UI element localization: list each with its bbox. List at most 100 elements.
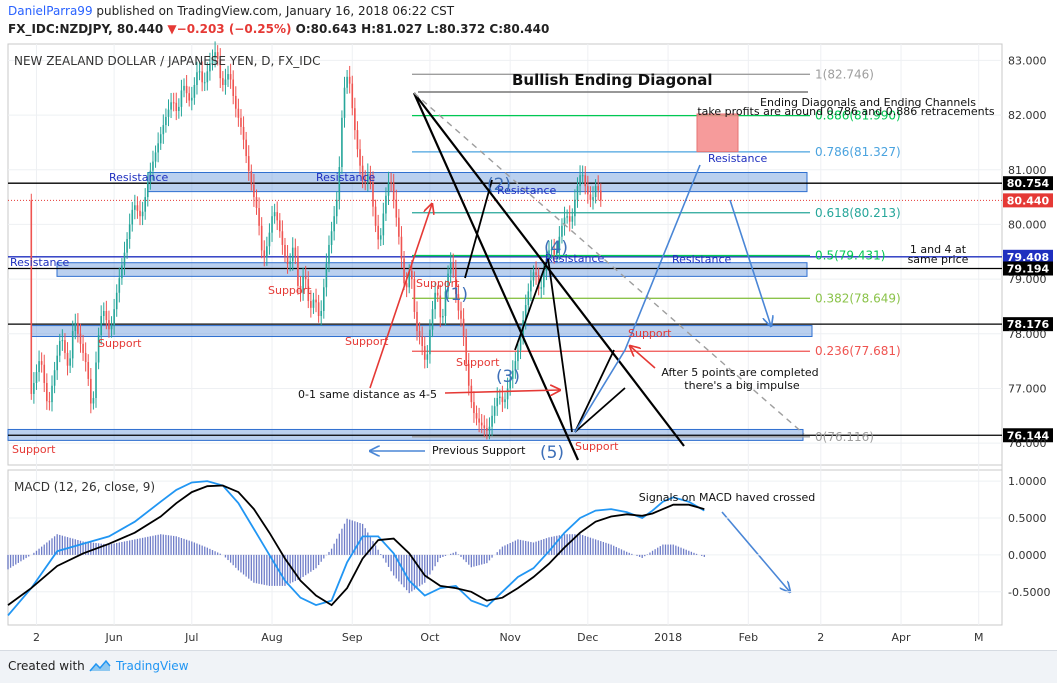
candle: [214, 41, 216, 68]
trend-line: [464, 179, 493, 279]
support-label: Support: [416, 277, 460, 290]
candle: [359, 139, 361, 175]
candle: [64, 333, 66, 360]
resistance-label: Resistance: [10, 256, 70, 269]
candle: [100, 305, 102, 345]
candle: [278, 213, 281, 238]
candle: [196, 61, 198, 95]
candle: [297, 246, 299, 295]
candle: [444, 280, 447, 326]
candle: [222, 71, 224, 92]
candle: [364, 170, 367, 191]
resistance-label: Resistance: [497, 184, 557, 197]
same-price-note-1: 1 and 4 at: [910, 243, 967, 256]
projection-path: [574, 164, 701, 433]
candle: [121, 258, 123, 285]
author-link[interactable]: DanielParra99: [8, 4, 93, 18]
candle: [328, 235, 330, 273]
candle: [33, 372, 35, 404]
candle: [442, 308, 444, 324]
fibonacci-retracement: 1(82.746) 0.886(81.990) 0.786(81.327) 0.618…: [412, 67, 901, 444]
candle: [53, 361, 56, 394]
candle: [506, 377, 509, 410]
candle: [540, 276, 543, 299]
footer: Created with TradingView: [0, 650, 1057, 683]
candle: [395, 189, 398, 227]
candle: [188, 86, 191, 107]
candle: [211, 49, 214, 71]
candle: [178, 98, 180, 119]
candle: [291, 237, 294, 271]
candle: [237, 98, 240, 127]
tradingview-logo-icon[interactable]: [88, 658, 112, 674]
candle: [488, 417, 491, 440]
x-tick-label: Jun: [105, 631, 123, 644]
candle: [377, 214, 379, 250]
candle: [341, 110, 343, 174]
tradingview-brand[interactable]: TradingView: [116, 659, 189, 673]
candle: [43, 354, 46, 393]
candle: [74, 313, 77, 340]
candle: [574, 189, 576, 226]
candle: [77, 313, 79, 343]
support-label: Support: [268, 284, 312, 297]
candle: [245, 131, 247, 164]
x-tick-label: 2018: [654, 631, 682, 644]
support-label: Support: [345, 335, 389, 348]
candle: [263, 240, 266, 267]
candle: [374, 199, 377, 233]
candle: [566, 209, 568, 224]
candle: [449, 252, 452, 283]
support-label: Support: [98, 337, 142, 350]
instrument-title: NEW ZEALAND DOLLAR / JAPANESE YEN, D, FX…: [14, 54, 320, 68]
candle: [587, 175, 589, 204]
distance-note: 0-1 same distance as 4-5: [298, 388, 437, 401]
resistance-label: Resistance: [545, 252, 605, 265]
candle: [346, 70, 348, 94]
candle: [185, 75, 188, 104]
support-label: Support: [456, 356, 500, 369]
candle: [312, 292, 315, 314]
candle: [227, 65, 229, 87]
price-level-label: 78.176: [1007, 318, 1050, 331]
candle: [473, 391, 475, 423]
wave-labels: (1) (2) (3) (4) (5): [444, 175, 568, 463]
support-label: Support: [12, 443, 56, 456]
fib-label: 0.236(77.681): [815, 344, 901, 358]
candle: [157, 132, 159, 163]
candle: [426, 345, 429, 369]
candle: [102, 302, 105, 324]
candle: [478, 407, 480, 433]
candle: [348, 65, 351, 94]
candle: [146, 172, 149, 207]
fib-label: 0(76.116): [815, 430, 874, 444]
candle: [51, 375, 53, 412]
candle: [268, 223, 271, 255]
ohlc-values: O:80.643 H:81.027 L:80.372 C:80.440: [295, 22, 550, 36]
candle: [61, 329, 64, 351]
price-axis: 83.000 82.000 81.000 80.000 79.000 78.000 77.0…: [1008, 54, 1047, 450]
candle: [84, 342, 87, 372]
candle: [403, 250, 405, 291]
candle: [480, 414, 483, 434]
candle: [592, 186, 594, 210]
candle: [118, 267, 121, 303]
candle: [141, 201, 144, 226]
candle: [216, 45, 219, 66]
candle: [356, 121, 359, 158]
macd-tick-label: -0.5000: [1008, 586, 1050, 599]
candle: [514, 352, 517, 379]
candle: [400, 226, 403, 269]
price-level-tag: [1003, 176, 1053, 191]
candle: [335, 191, 338, 224]
fib-label: 0.5(79.431): [815, 249, 885, 263]
candle: [563, 206, 566, 236]
candle: [224, 68, 227, 95]
resistance-label: Resistance: [109, 171, 169, 184]
candle: [343, 76, 346, 128]
candle: [302, 267, 304, 301]
candle: [203, 72, 206, 92]
candle: [579, 165, 581, 196]
candle: [219, 48, 222, 89]
